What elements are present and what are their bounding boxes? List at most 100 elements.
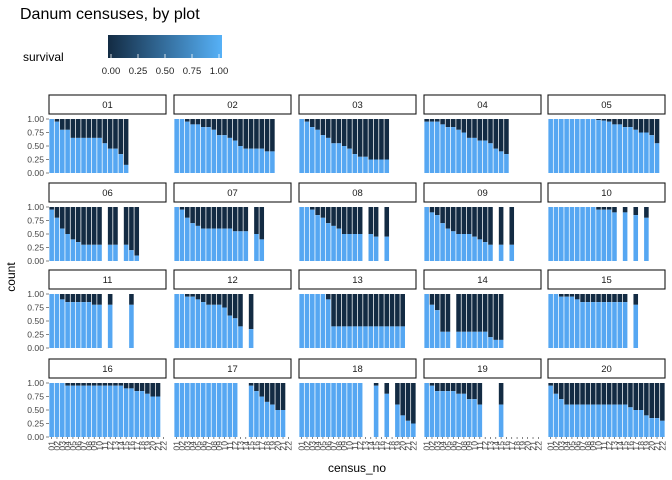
bar-died-segment <box>75 119 81 138</box>
bar-survived-segment <box>179 383 185 437</box>
bar-survived-segment <box>102 385 108 437</box>
bar-died-segment <box>488 119 493 144</box>
bar-died-segment <box>384 207 390 237</box>
bar-died-segment <box>456 294 461 332</box>
bar-survived-segment <box>440 223 445 261</box>
bar-survived-segment <box>384 393 390 437</box>
bar-survived-segment <box>216 304 222 348</box>
bar-survived-segment <box>331 383 336 437</box>
bar-survived-segment <box>155 396 161 437</box>
bar-survived-segment <box>445 391 451 437</box>
bar-died-segment <box>81 294 86 303</box>
bar-survived-segment <box>477 404 483 437</box>
x-tick-label: 09 <box>588 441 598 451</box>
bar-survived-segment <box>310 294 315 348</box>
x-tick-label: 13 <box>485 441 495 451</box>
bar-survived-segment <box>60 299 65 348</box>
bar-survived-segment <box>320 217 326 261</box>
x-tick-label: 06 <box>73 441 83 451</box>
bar-died-segment <box>612 119 617 125</box>
bar-died-segment <box>509 207 515 245</box>
x-tick-label: 10 <box>594 441 604 451</box>
bar-survived-segment <box>123 388 129 437</box>
bar-survived-segment <box>216 135 222 173</box>
bar-survived-segment <box>107 385 113 437</box>
bar-died-segment <box>86 119 92 138</box>
bar-died-segment <box>206 119 211 128</box>
facet-strip <box>547 182 666 203</box>
bar-died-segment <box>107 383 113 386</box>
bar-survived-segment <box>264 151 270 173</box>
bar-survived-segment <box>379 326 384 348</box>
bar-survived-segment <box>601 209 607 261</box>
bar-died-segment <box>445 294 451 332</box>
x-tick-label: 16 <box>251 441 261 451</box>
bar-survived-segment <box>400 326 405 348</box>
bar-died-segment <box>264 119 270 152</box>
bar-died-segment <box>232 294 238 319</box>
bar-survived-segment <box>559 296 564 348</box>
bar-died-segment <box>606 207 612 210</box>
y-tick-label: 0.00 <box>27 343 44 353</box>
bar-died-segment <box>139 383 145 392</box>
x-tick-label: 17 <box>382 441 392 451</box>
bar-died-segment <box>315 119 320 130</box>
bar-survived-segment <box>185 217 190 261</box>
facet-label: 14 <box>477 275 488 286</box>
bar-died-segment <box>222 207 227 229</box>
x-tick-label: 21 <box>153 441 163 451</box>
bar-died-segment <box>472 119 477 138</box>
bar-died-segment <box>445 119 451 128</box>
bar-survived-segment <box>81 385 86 437</box>
bar-survived-segment <box>493 339 499 348</box>
x-tick-label: 22 <box>283 441 293 451</box>
x-tick-label: 10 <box>470 441 480 451</box>
bar-survived-segment <box>310 383 315 437</box>
x-tick-label: 01 <box>297 441 307 451</box>
bar-died-segment <box>424 119 429 122</box>
bar-survived-segment <box>569 119 575 173</box>
bar-survived-segment <box>216 383 222 437</box>
bar-survived-segment <box>227 137 233 173</box>
bar-survived-segment <box>654 143 660 173</box>
bar-survived-segment <box>461 234 467 261</box>
bar-survived-segment <box>129 304 134 348</box>
bar-died-segment <box>270 119 275 152</box>
facet-panel: 06 0.00 0.25 0.50 0.75 1.00 <box>27 182 167 266</box>
bar-survived-segment <box>195 225 201 261</box>
bar-died-segment <box>216 294 222 305</box>
x-tick-label: 03 <box>307 441 317 451</box>
bar-survived-segment <box>304 383 310 437</box>
bar-survived-segment <box>612 124 617 173</box>
bar-died-segment <box>65 383 70 386</box>
x-tick-label: 16 <box>376 441 386 451</box>
bar-died-segment <box>466 294 472 332</box>
bar-survived-segment <box>49 119 54 173</box>
y-tick-label: 0.75 <box>27 303 44 313</box>
bar-survived-segment <box>411 423 416 437</box>
bar-died-segment <box>363 119 368 157</box>
bar-died-segment <box>60 119 65 130</box>
bar-survived-segment <box>488 337 493 348</box>
bar-survived-segment <box>232 383 238 437</box>
bar-survived-segment <box>315 215 320 261</box>
y-tick-label: 0.25 <box>27 330 44 340</box>
bar-survived-segment <box>553 393 559 437</box>
x-tick-label: 07 <box>454 441 464 451</box>
bar-survived-segment <box>325 223 331 261</box>
bar-survived-segment <box>548 294 553 348</box>
x-tick-label: 19 <box>517 441 527 451</box>
bar-died-segment <box>134 383 140 392</box>
x-tick-label: 12 <box>105 441 115 451</box>
bar-survived-segment <box>232 231 238 261</box>
y-tick-label: 0.25 <box>27 155 44 165</box>
facet-panel: 01 0.00 0.25 0.50 0.75 1.00 <box>27 94 167 178</box>
bar-survived-segment <box>498 244 504 261</box>
bar-died-segment <box>445 207 451 229</box>
bar-survived-segment <box>368 234 374 261</box>
bar-survived-segment <box>488 143 493 173</box>
x-tick-label: 11 <box>100 441 110 450</box>
x-tick-label: 18 <box>137 441 147 451</box>
bar-died-segment <box>574 383 580 405</box>
